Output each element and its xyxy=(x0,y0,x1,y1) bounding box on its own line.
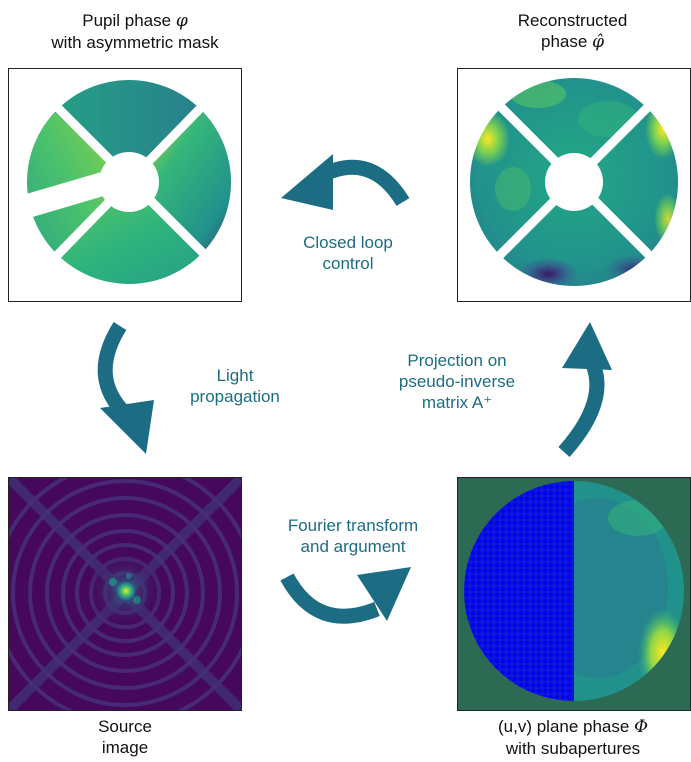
projection-arrow-icon xyxy=(558,322,612,457)
light-propagation-arrow-icon xyxy=(97,322,154,454)
capital-phi-symbol: Φ xyxy=(634,717,649,737)
pupil-phase-image xyxy=(9,69,241,301)
reconstructed-phase-image xyxy=(458,69,690,301)
fourier-transform-label: Fourier transform and argument xyxy=(258,515,448,557)
uv-plane-title: (u,v) plane phase xyxy=(497,717,635,736)
source-caption-line1: Source xyxy=(98,717,152,736)
uv-plane-phase-panel xyxy=(457,477,691,711)
source-image-panel xyxy=(8,477,242,711)
source-caption-line2: image xyxy=(101,738,149,757)
fourier-line2: and argument xyxy=(300,537,406,556)
reconstructed-phase-panel xyxy=(457,68,691,302)
phi-hat-symbol: φ̂ xyxy=(592,32,604,52)
light-propagation-label: Light propagation xyxy=(170,365,300,407)
projection-line3: matrix A⁺ xyxy=(421,393,493,412)
projection-label: Projection on pseudo-inverse matrix A⁺ xyxy=(372,350,542,413)
fourier-line1: Fourier transform xyxy=(287,516,419,535)
source-image-caption: Source image xyxy=(60,716,190,758)
fourier-transform-arrow-icon xyxy=(280,567,411,624)
pupil-phase-subtitle: with asymmetric mask xyxy=(51,33,219,52)
light-propagation-line2: propagation xyxy=(190,387,280,406)
reconstructed-title: Reconstructed xyxy=(517,11,628,30)
uv-plane-phase-image xyxy=(458,478,690,710)
closed-loop-line1: Closed loop xyxy=(303,233,393,252)
projection-line2: pseudo-inverse xyxy=(398,372,516,391)
reconstructed-phase-caption: Reconstructed phase φ̂ xyxy=(455,10,690,53)
closed-loop-arrow-icon xyxy=(281,154,410,210)
closed-loop-line2: control xyxy=(322,254,374,273)
phi-symbol: φ xyxy=(175,11,188,31)
closed-loop-label: Closed loop control xyxy=(268,232,428,274)
uv-plane-subtitle: with subapertures xyxy=(505,739,641,758)
pupil-phase-caption: Pupil phase φ with asymmetric mask xyxy=(0,10,270,53)
pupil-phase-panel xyxy=(8,68,242,302)
uv-plane-caption: (u,v) plane phase Φ with subapertures xyxy=(455,716,691,759)
projection-line1: Projection on xyxy=(407,351,507,370)
pupil-phase-title: Pupil phase xyxy=(82,11,176,30)
reconstructed-phase-label: phase xyxy=(541,32,593,51)
source-image xyxy=(9,478,241,710)
light-propagation-line1: Light xyxy=(216,366,254,385)
